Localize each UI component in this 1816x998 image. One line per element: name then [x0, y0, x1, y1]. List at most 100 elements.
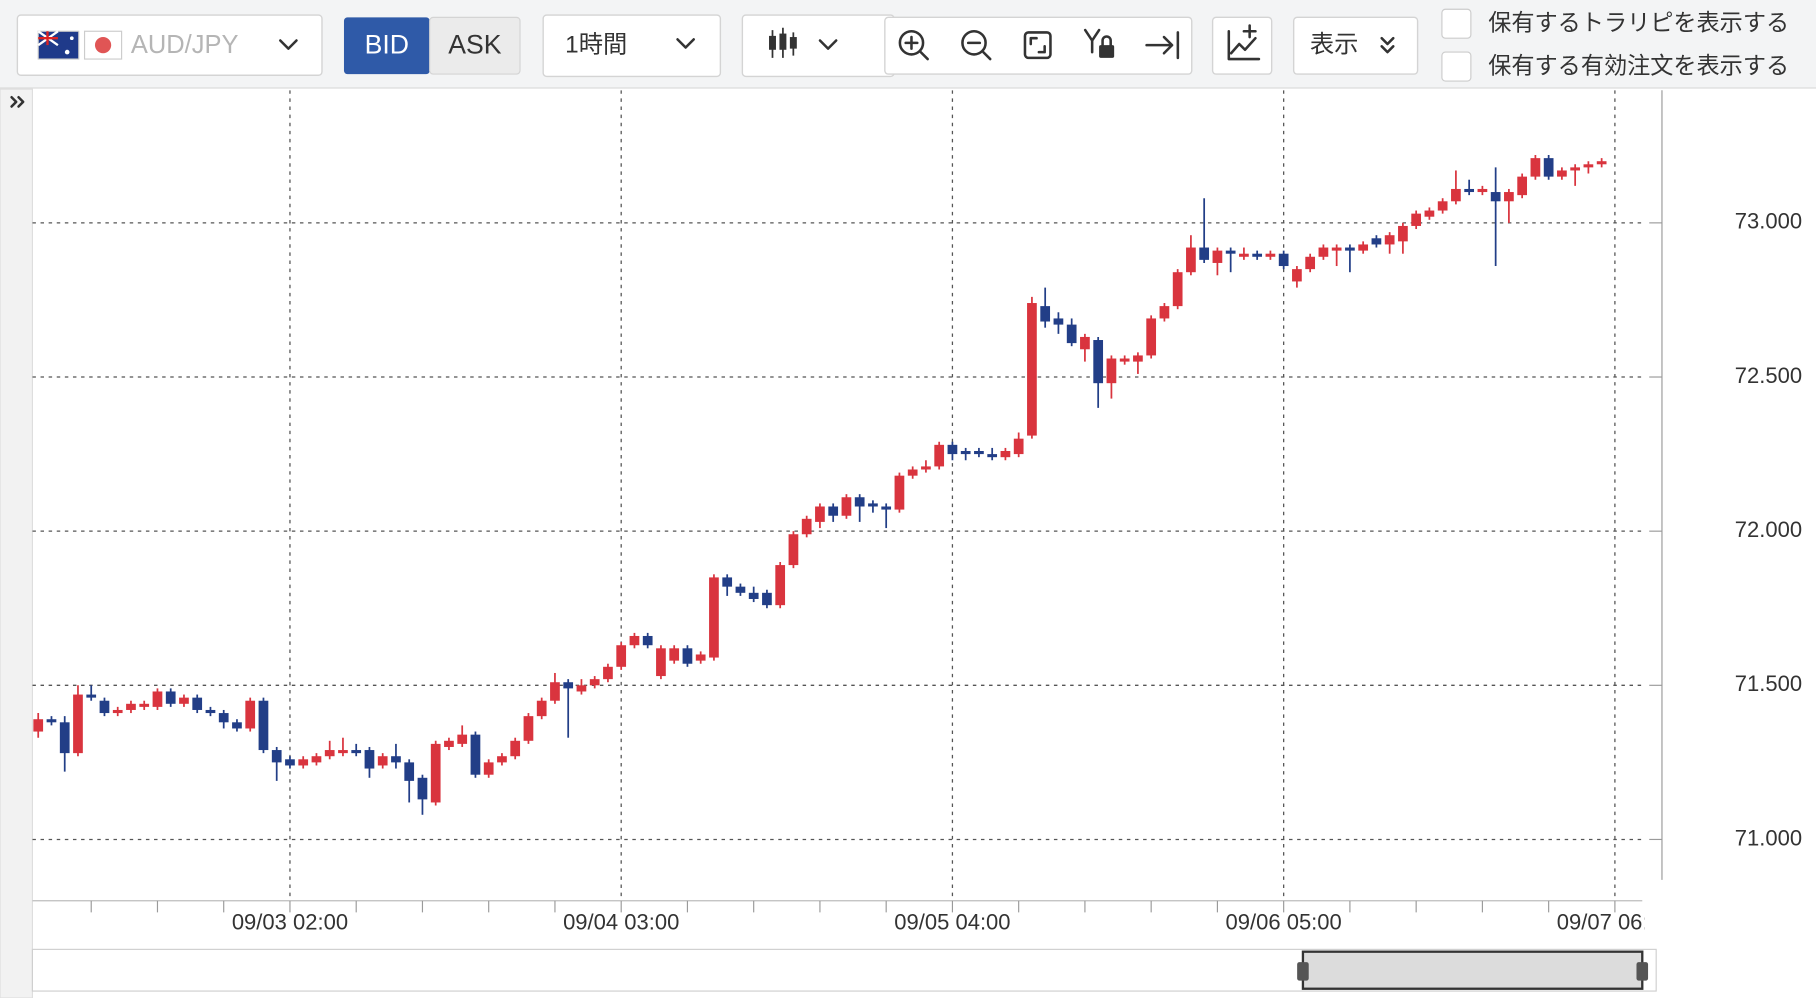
candle-body	[748, 592, 759, 599]
navigator-handle[interactable]	[1297, 962, 1309, 981]
candle-body	[907, 469, 918, 476]
candle-body	[616, 645, 627, 667]
candle-body	[1080, 336, 1090, 350]
candle-body	[1358, 244, 1369, 251]
candle-body	[1212, 250, 1223, 263]
checkbox-options: 保有するトラリピを表示する 保有する有効注文を表示する	[1441, 8, 1789, 82]
candle-body	[391, 756, 401, 763]
zoom-in-icon	[898, 29, 925, 56]
candle-body	[1464, 188, 1475, 193]
au-flag-cross-red	[38, 31, 58, 46]
zoom-tools	[884, 16, 1193, 75]
candle-body	[828, 506, 839, 516]
pair-label: AUD/JPY	[131, 31, 239, 59]
pair-selector[interactable]: AUD/JPY	[16, 14, 323, 76]
candle-body	[788, 534, 799, 566]
expand-panel-button[interactable]	[10, 95, 25, 108]
candle-body	[298, 759, 309, 766]
candle-body	[1411, 213, 1422, 226]
candle-body	[1119, 358, 1130, 362]
candle-body	[271, 750, 282, 763]
candle-body	[1530, 158, 1541, 177]
candle-body	[656, 648, 666, 677]
fit-icon	[1023, 31, 1052, 60]
candle-body	[1398, 225, 1408, 242]
y-tick-label: 71.500	[1735, 671, 1802, 696]
candle-body	[1557, 170, 1567, 177]
x-axis: 09/03 02:00 09/04 03:00 09/05 04:00 09/06 0…	[90, 900, 1673, 935]
display-menu[interactable]: 表示	[1292, 16, 1419, 75]
zoom-out-icon	[966, 41, 992, 61]
candle-body	[1345, 247, 1355, 251]
y-tick-label: 71.000	[1735, 825, 1802, 850]
candle-body	[1093, 340, 1104, 384]
zoom-out-icon	[961, 29, 987, 56]
candle-body	[682, 648, 693, 664]
plot-area	[33, 155, 1607, 815]
candle-body	[709, 577, 719, 658]
candle-body	[59, 722, 70, 754]
checkbox[interactable]	[1441, 8, 1472, 39]
candle-body	[1583, 164, 1594, 168]
scroll-end-button[interactable]	[1145, 31, 1180, 60]
y-lock-button[interactable]	[1083, 28, 1115, 58]
candle-body	[1451, 188, 1461, 202]
ask-button[interactable]	[429, 16, 521, 75]
x-tick-label: 09/07 06:00	[1557, 910, 1673, 935]
y-lock-icon	[1101, 35, 1112, 47]
candle-body	[1000, 451, 1011, 458]
interval-selector[interactable]: 1時間	[542, 14, 722, 78]
candle-body	[894, 475, 905, 510]
candle-body	[1265, 253, 1276, 257]
candle-body	[1040, 306, 1051, 322]
zoom-out-button[interactable]	[961, 29, 992, 61]
navigator-window[interactable]	[1301, 950, 1644, 990]
checkbox[interactable]	[1441, 51, 1472, 82]
candle-body	[1504, 192, 1514, 202]
navigator-handle[interactable]	[1636, 962, 1649, 981]
candle-body	[285, 759, 295, 766]
candle-body	[801, 518, 812, 535]
candle-body	[960, 451, 971, 455]
candle-body	[152, 691, 163, 707]
candle-body	[364, 750, 375, 769]
candle-body	[1225, 250, 1236, 254]
chart-type-selector[interactable]	[741, 14, 895, 78]
candle-body	[510, 740, 521, 757]
bid-button[interactable]	[343, 17, 430, 75]
candle-body	[1477, 188, 1488, 193]
indicator-button[interactable]	[1211, 16, 1273, 75]
indicator-icon	[1227, 24, 1261, 61]
double-chevron	[1380, 36, 1395, 54]
candle-body	[1013, 438, 1024, 455]
candle-body	[1239, 253, 1249, 257]
candle-body	[695, 654, 706, 661]
candle-body	[868, 503, 878, 507]
candle-body	[232, 722, 242, 729]
candle-body	[1543, 158, 1554, 177]
candle-body	[1305, 256, 1316, 270]
chevron	[818, 39, 838, 50]
y-lock-icon	[1083, 28, 1101, 54]
candle-body	[1318, 247, 1329, 257]
candle-body	[815, 506, 825, 522]
candle-body	[165, 691, 176, 704]
candle-body	[669, 648, 680, 661]
candle-body	[338, 750, 348, 754]
x-tick-label: 09/05 04:00	[894, 910, 1010, 935]
bid-label: BID	[365, 29, 409, 59]
candle-body	[1252, 253, 1263, 257]
zoom-in-button[interactable]	[898, 29, 929, 61]
y-tick-label: 72.000	[1735, 517, 1802, 542]
candle-body	[351, 750, 362, 754]
candle-body	[550, 682, 560, 701]
candle-body	[112, 709, 123, 714]
candle-body	[1106, 358, 1117, 384]
candle-body	[1066, 324, 1077, 344]
candle-body	[722, 577, 733, 587]
candle-body	[563, 682, 574, 689]
fit-button[interactable]	[1023, 31, 1052, 60]
candle-body	[444, 740, 454, 747]
candle-body	[1186, 247, 1196, 273]
x-tick-label: 09/03 02:00	[232, 910, 348, 935]
